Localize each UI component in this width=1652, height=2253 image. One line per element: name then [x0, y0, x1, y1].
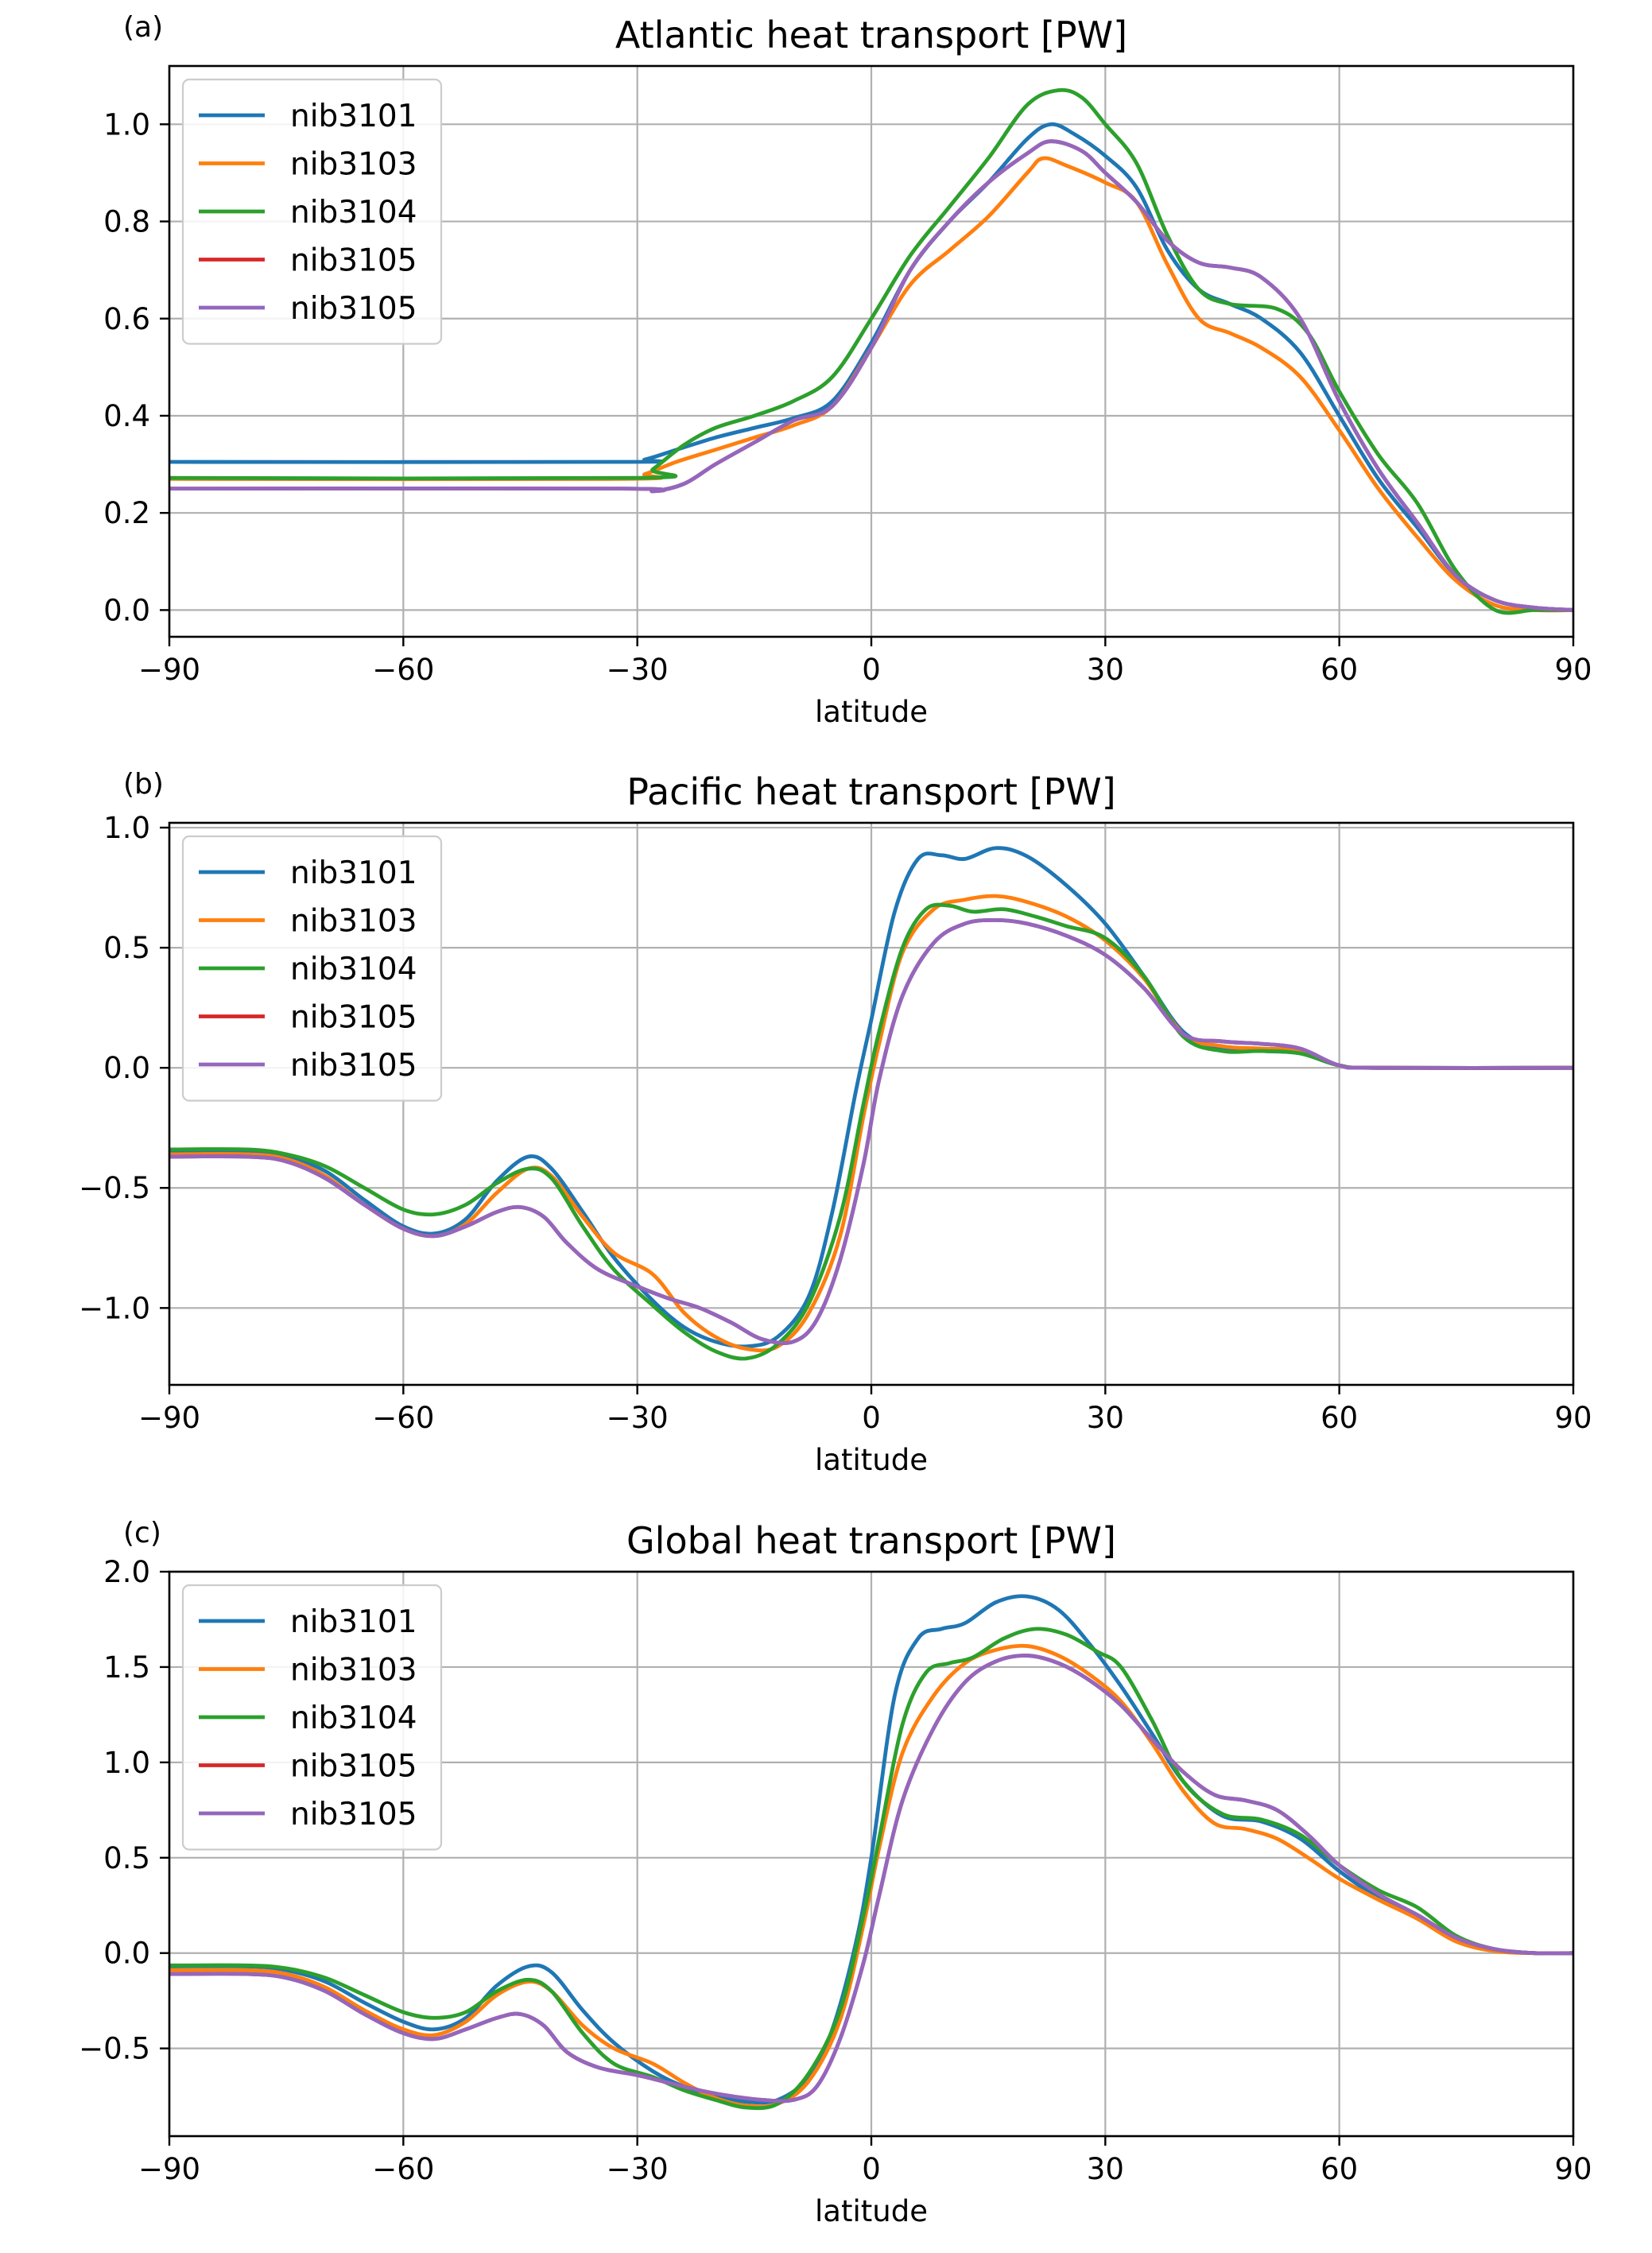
chart-title: Global heat transport [PW]: [626, 1519, 1116, 1562]
x-axis-label: latitude: [815, 695, 928, 729]
x-tick-label: −60: [372, 1401, 434, 1435]
legend-label: nib3105: [290, 1797, 417, 1832]
legend-item: nib3105: [199, 243, 417, 279]
legend-item: nib3104: [199, 952, 417, 987]
x-tick-label: −30: [607, 1401, 669, 1435]
legend-label: nib3105: [290, 1048, 417, 1084]
series-line-nib3103: [169, 156, 1573, 613]
legend-box: [181, 1584, 443, 1851]
y-tick-label: −0.5: [79, 1171, 150, 1205]
x-tick-label: 0: [862, 1401, 881, 1435]
x-tick-label: 60: [1320, 2152, 1358, 2186]
legend-label: nib3103: [290, 904, 417, 940]
legend-box: [181, 78, 443, 345]
series-lines: [169, 1594, 1573, 2111]
legend-label: nib3105: [290, 1749, 417, 1785]
legend-item: nib3103: [199, 904, 417, 940]
x-tick-label: 60: [1320, 1401, 1358, 1435]
legend-item: nib3105: [199, 1000, 417, 1036]
legend-box: [181, 835, 443, 1102]
y-tick-label: 0.6: [103, 302, 150, 336]
legend-item: nib3104: [199, 195, 417, 231]
legend-label: nib3101: [290, 99, 417, 134]
x-tick-label: −30: [607, 653, 669, 687]
y-tick-label: 0.0: [103, 593, 150, 627]
y-tick-label: −0.5: [79, 2032, 150, 2066]
legend-item: nib3105: [199, 1797, 417, 1832]
chart-panel-b: −90 −60 −30 0 30 60 90 −1.0 −0.5 0.0 0.5 1.0 latitud…: [79, 768, 1592, 1477]
legend-item: nib3101: [199, 99, 417, 134]
legend-item: nib3103: [199, 147, 417, 183]
legend-label: nib3101: [290, 1604, 417, 1640]
series-line-nib3105: [169, 917, 1573, 1345]
legend-item: nib3103: [199, 1653, 417, 1689]
y-tick-label: 1.0: [103, 107, 150, 142]
chart-panel-c: −90 −60 −30 0 30 60 90 −0.5 0.0 0.5 1.0 1.5 2.0 latit…: [79, 1517, 1592, 2228]
chart-panel-a: −90 −60 −30 0 30 60 90 0.0 0.2 0.4 0.6 0.8 1.0 latitu…: [103, 11, 1592, 729]
legend: nib3101 nib3103 nib3104 nib3105 nib3105: [181, 78, 443, 345]
y-tick-label: 1.5: [103, 1650, 150, 1685]
series-lines: [169, 87, 1573, 615]
x-tick-label: −60: [372, 653, 434, 687]
panel-label: (b): [123, 768, 164, 801]
legend-label: nib3101: [290, 855, 417, 891]
x-axis-label: latitude: [815, 1443, 928, 1477]
y-tick-label: 0.0: [103, 1937, 150, 1971]
legend: nib3101 nib3103 nib3104 nib3105 nib3105: [181, 1584, 443, 1851]
y-tick-label: −1.0: [79, 1291, 150, 1325]
legend-label: nib3104: [290, 952, 417, 987]
series-line-nib3101: [169, 1594, 1573, 2105]
legend-label: nib3103: [290, 1653, 417, 1689]
x-tick-label: −90: [138, 2152, 200, 2186]
x-tick-label: 90: [1554, 2152, 1592, 2186]
y-tick-label: 2.0: [103, 1555, 150, 1589]
series-line-nib3104: [169, 87, 1573, 615]
y-tick-label: 1.0: [103, 1746, 150, 1780]
legend-item: nib3101: [199, 855, 417, 891]
y-tick-label: 0.8: [103, 205, 150, 239]
legend-label: nib3105: [290, 291, 417, 327]
legend: nib3101 nib3103 nib3104 nib3105 nib3105: [181, 835, 443, 1102]
x-tick-label: 90: [1554, 1401, 1592, 1435]
legend-item: nib3101: [199, 1604, 417, 1640]
legend-label: nib3105: [290, 243, 417, 279]
chart-title: Atlantic heat transport [PW]: [615, 14, 1127, 56]
x-tick-label: −90: [138, 1401, 200, 1435]
y-tick-label: 1.0: [103, 811, 150, 845]
series-lines: [169, 846, 1573, 1361]
x-tick-label: 30: [1087, 653, 1124, 687]
x-tick-label: 30: [1087, 1401, 1124, 1435]
x-axis-label: latitude: [815, 2194, 928, 2228]
legend-label: nib3104: [290, 1700, 417, 1736]
legend-item: nib3105: [199, 1749, 417, 1785]
y-tick-label: 0.5: [103, 931, 150, 965]
legend-label: nib3105: [290, 1000, 417, 1036]
x-tick-label: 30: [1087, 2152, 1124, 2186]
panel-label: (c): [123, 1517, 161, 1549]
y-tick-label: 0.2: [103, 496, 150, 530]
series-line-nib3104: [169, 902, 1573, 1361]
legend-label: nib3104: [290, 195, 417, 231]
series-line-nib3105: [169, 1654, 1573, 2104]
legend-item: nib3105: [199, 1048, 417, 1084]
panel-label: (a): [123, 11, 163, 44]
series-line-nib3104: [169, 1627, 1573, 2111]
x-tick-label: 60: [1320, 653, 1358, 687]
series-line-nib3105: [169, 139, 1573, 612]
x-tick-label: −60: [372, 2152, 434, 2186]
legend-item: nib3105: [199, 291, 417, 327]
x-tick-label: 90: [1554, 653, 1592, 687]
chart-title: Pacific heat transport [PW]: [626, 770, 1115, 813]
x-tick-label: 0: [862, 653, 881, 687]
legend-label: nib3103: [290, 147, 417, 183]
y-tick-label: 0.4: [103, 399, 150, 433]
x-tick-label: −30: [607, 2152, 669, 2186]
y-tick-label: 0.5: [103, 1841, 150, 1875]
legend-item: nib3104: [199, 1700, 417, 1736]
y-tick-label: 0.0: [103, 1051, 150, 1085]
x-tick-label: −90: [138, 653, 200, 687]
x-tick-label: 0: [862, 2152, 881, 2186]
